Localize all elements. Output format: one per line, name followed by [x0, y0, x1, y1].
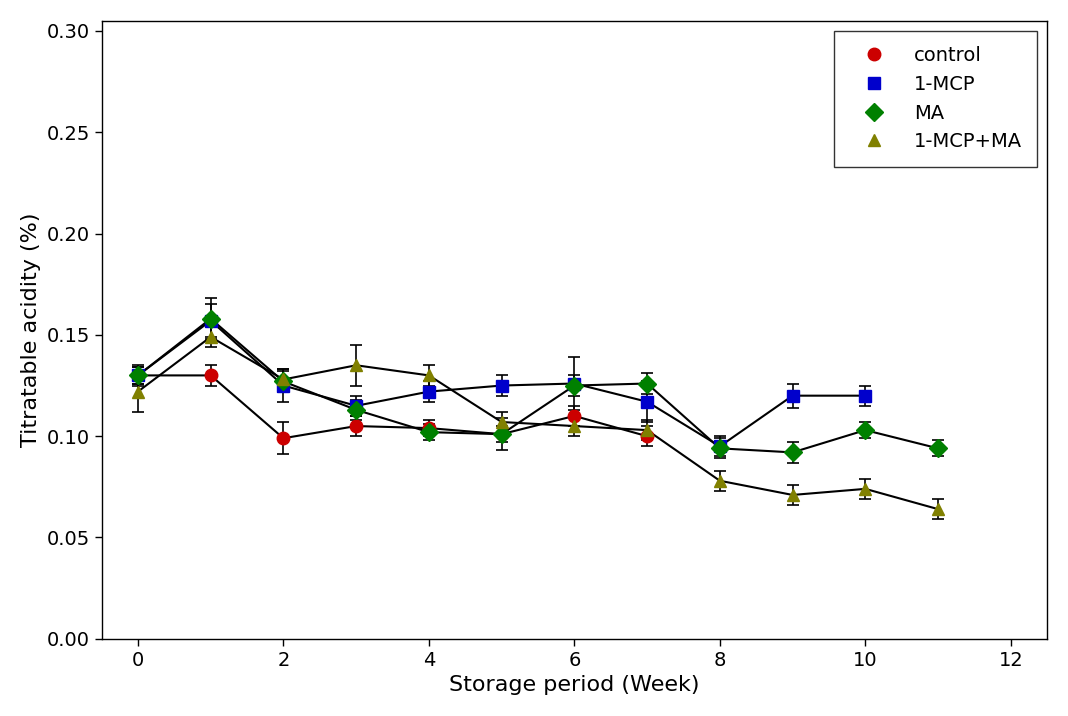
1-MCP	[349, 402, 362, 410]
control	[641, 432, 654, 440]
MA	[568, 381, 581, 390]
MA	[131, 371, 144, 379]
control	[568, 412, 581, 420]
1-MCP	[859, 392, 871, 400]
1-MCP	[277, 381, 289, 390]
1-MCP+MA	[277, 375, 289, 384]
MA	[349, 405, 362, 414]
Line: MA: MA	[131, 312, 944, 459]
control	[349, 422, 362, 430]
1-MCP+MA	[931, 505, 944, 513]
MA	[204, 314, 217, 323]
1-MCP	[568, 379, 581, 388]
1-MCP+MA	[568, 422, 581, 430]
1-MCP+MA	[786, 490, 799, 499]
MA	[931, 444, 944, 453]
1-MCP+MA	[204, 333, 217, 342]
Line: 1-MCP: 1-MCP	[131, 314, 871, 453]
MA	[423, 428, 436, 437]
1-MCP	[131, 371, 144, 379]
control	[423, 424, 436, 432]
Line: control: control	[131, 369, 654, 445]
Legend: control, 1-MCP, MA, 1-MCP+MA: control, 1-MCP, MA, 1-MCP+MA	[834, 31, 1037, 167]
Line: 1-MCP+MA: 1-MCP+MA	[131, 331, 944, 516]
X-axis label: Storage period (Week): Storage period (Week)	[450, 675, 700, 695]
1-MCP	[713, 442, 726, 450]
1-MCP+MA	[131, 387, 144, 396]
1-MCP	[204, 316, 217, 325]
MA	[859, 426, 871, 435]
1-MCP	[496, 381, 508, 390]
MA	[277, 377, 289, 386]
MA	[496, 430, 508, 438]
control	[131, 371, 144, 379]
1-MCP+MA	[713, 476, 726, 485]
1-MCP+MA	[641, 426, 654, 435]
1-MCP	[786, 392, 799, 400]
1-MCP	[641, 397, 654, 406]
control	[277, 434, 289, 442]
1-MCP	[423, 387, 436, 396]
MA	[786, 448, 799, 457]
1-MCP+MA	[859, 485, 871, 493]
1-MCP+MA	[349, 361, 362, 369]
MA	[713, 444, 726, 453]
1-MCP+MA	[496, 417, 508, 426]
Y-axis label: Titratable acidity (%): Titratable acidity (%)	[21, 213, 41, 447]
control	[204, 371, 217, 379]
control	[496, 430, 508, 438]
MA	[641, 379, 654, 388]
1-MCP+MA	[423, 371, 436, 379]
